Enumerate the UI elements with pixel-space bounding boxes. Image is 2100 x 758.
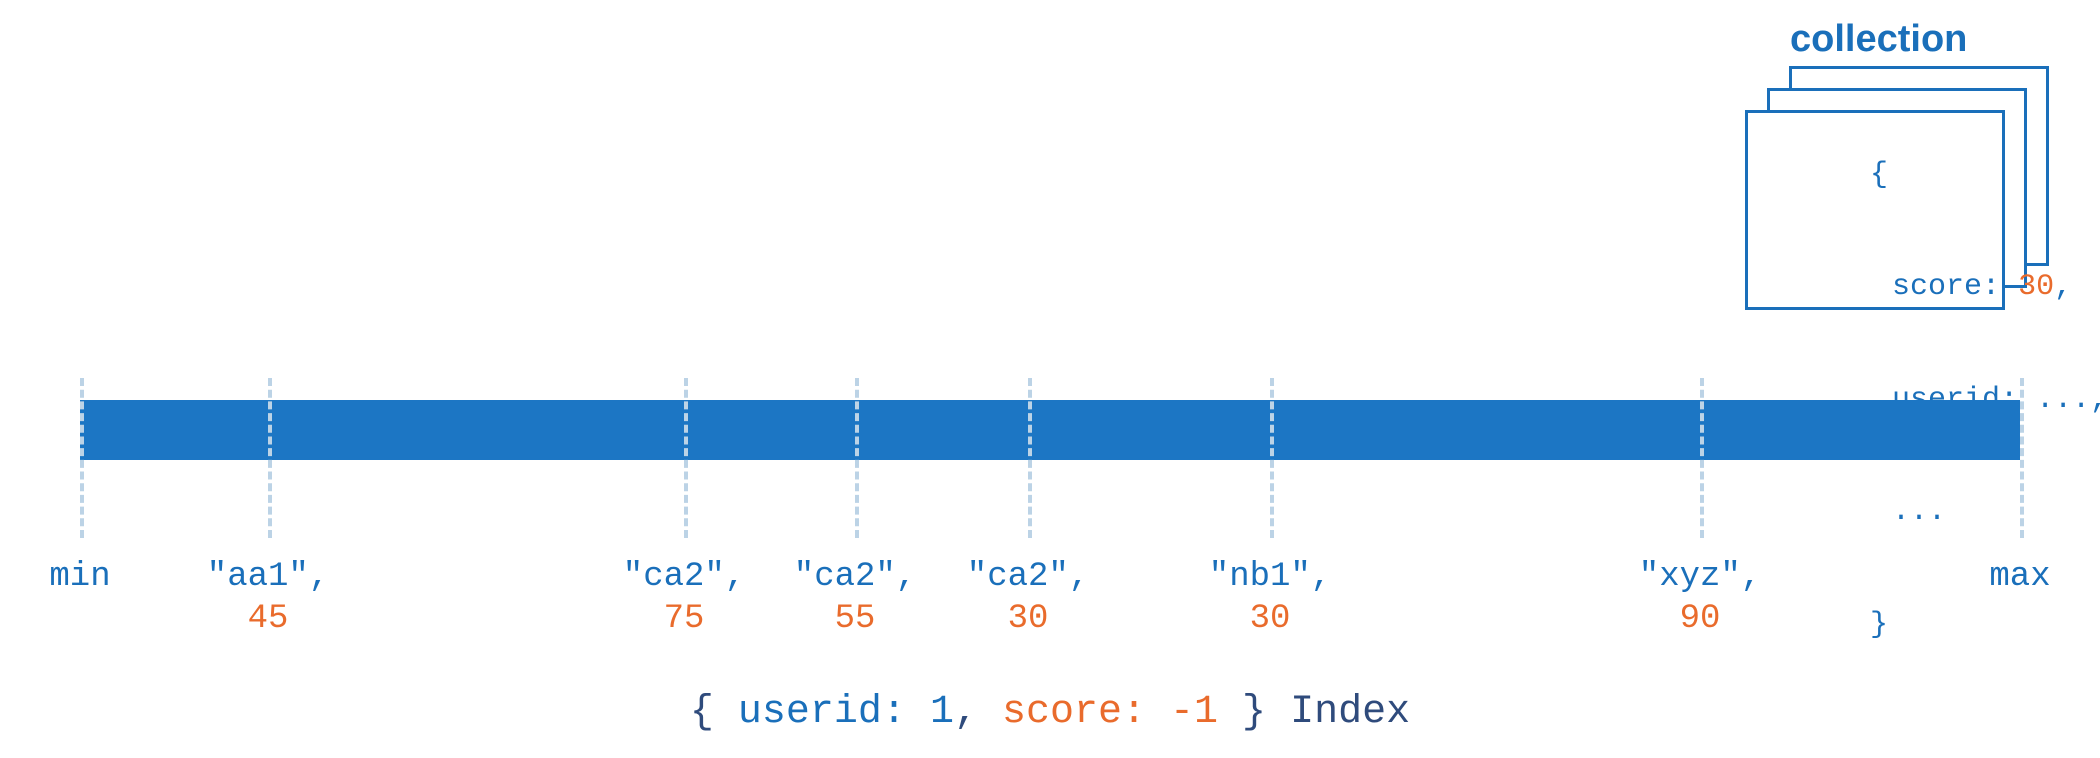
tick-mark	[855, 378, 859, 538]
tick-mark	[1028, 378, 1032, 538]
tick-mark	[268, 378, 272, 538]
tick-label-userid: "xyz",	[1639, 558, 1761, 596]
legend-mid: ,	[954, 690, 1002, 735]
tick-label-score: 30	[1250, 600, 1291, 638]
doc-val-userid: ...	[2036, 383, 2090, 417]
tick-label-score: 90	[1680, 600, 1721, 638]
doc-ellipsis: ...	[1892, 495, 1946, 529]
tick-label-score: 55	[835, 600, 876, 638]
doc-tail: ,	[2090, 383, 2100, 417]
legend-k2: score	[1002, 690, 1122, 735]
legend-v1: 1	[930, 690, 954, 735]
index-bar	[80, 400, 2020, 460]
doc-open-brace: {	[1762, 119, 1988, 232]
doc-line-ellipsis: ...	[1762, 457, 1988, 570]
legend-close: }	[1218, 690, 1266, 735]
doc-tail: ,	[2054, 270, 2072, 304]
diagram-canvas: collection { score: 30, userid: ..., ...…	[0, 0, 2100, 758]
legend-k1sep: :	[882, 690, 930, 735]
tick-mark	[1270, 378, 1274, 538]
legend-open: {	[690, 690, 738, 735]
legend-k1: userid	[738, 690, 882, 735]
brace-close: }	[1870, 608, 1888, 642]
legend-v2: -1	[1170, 690, 1218, 735]
tick-label-score: 75	[664, 600, 705, 638]
tick-label-min: min	[49, 558, 110, 596]
collection-title: collection	[1790, 18, 1967, 61]
tick-label-score: 45	[248, 600, 289, 638]
tick-label-userid: "nb1",	[1209, 558, 1331, 596]
tick-mark	[684, 378, 688, 538]
tick-label-userid: "ca2",	[623, 558, 745, 596]
doc-sep: :	[1982, 270, 2018, 304]
tick-label-max: max	[1989, 558, 2050, 596]
tick-mark	[80, 378, 84, 538]
tick-label-userid: "ca2",	[967, 558, 1089, 596]
doc-val-score: 30	[2018, 270, 2054, 304]
tick-mark	[1700, 378, 1704, 538]
doc-close-brace: }	[1762, 569, 1988, 682]
index-legend: { userid: 1, score: -1 } Index	[690, 690, 1410, 735]
doc-card-front: { score: 30, userid: ..., ... }	[1745, 110, 2005, 310]
legend-k2sep: :	[1122, 690, 1170, 735]
brace-open: {	[1870, 158, 1888, 192]
tick-label-userid: "ca2",	[794, 558, 916, 596]
tick-mark	[2020, 378, 2024, 538]
doc-line-score: score: 30,	[1762, 232, 1988, 345]
tick-label-userid: "aa1",	[207, 558, 329, 596]
tick-label-score: 30	[1008, 600, 1049, 638]
legend-suffix: Index	[1266, 690, 1410, 735]
doc-key-score: score	[1892, 270, 1982, 304]
